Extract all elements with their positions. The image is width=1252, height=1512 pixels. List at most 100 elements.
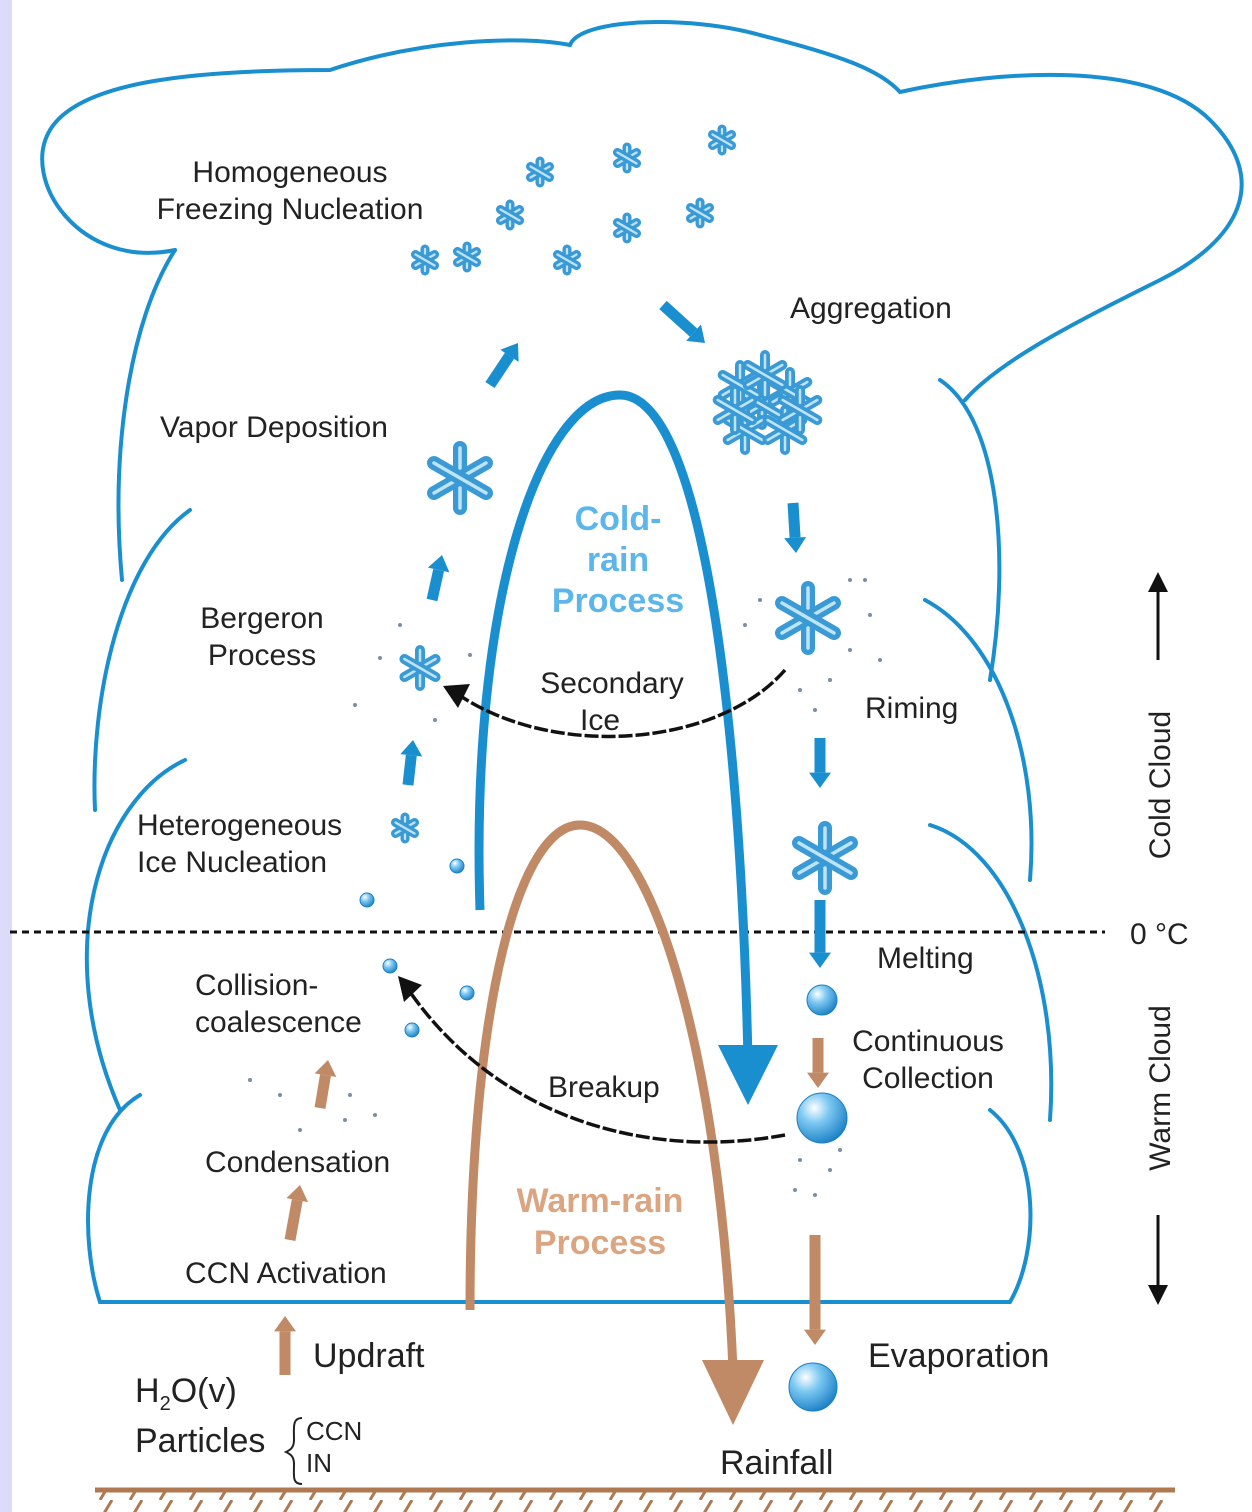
process-arrowhead <box>809 952 831 968</box>
label: H2O(v) <box>135 1372 237 1415</box>
arrowhead <box>443 684 470 708</box>
process-arrow <box>426 568 445 602</box>
dust <box>798 1158 802 1162</box>
dust <box>248 1078 252 1082</box>
process-arrow <box>314 1074 331 1109</box>
droplet <box>382 958 398 974</box>
ice-particles <box>248 124 882 1412</box>
dust <box>813 1193 817 1197</box>
process-arrowhead <box>807 1072 829 1088</box>
process-arrowhead <box>286 1185 309 1203</box>
dust <box>348 1093 352 1097</box>
label: Particles <box>135 1422 265 1460</box>
label: Condensation <box>205 1146 390 1179</box>
snowflake-core <box>529 165 551 179</box>
dust <box>378 656 382 660</box>
label: Updraft <box>313 1337 425 1375</box>
snowflake-core <box>616 151 638 165</box>
snowflake-core <box>689 206 711 220</box>
snowflake-core <box>556 253 578 267</box>
snowflake-core <box>456 250 478 264</box>
dust <box>373 1113 377 1117</box>
snowflake-core <box>780 601 836 635</box>
droplet <box>806 984 838 1016</box>
label: Aggregation <box>790 292 952 325</box>
droplet <box>449 858 465 874</box>
label: Heterogeneous Ice Nucleation <box>137 809 342 879</box>
process-arrow <box>284 1199 303 1241</box>
cold-rain-arrow <box>474 390 753 1061</box>
snowflake-core <box>499 208 521 222</box>
dust <box>838 1148 842 1152</box>
cold-rain-arrowhead <box>718 1045 778 1105</box>
arrowhead <box>1148 572 1168 592</box>
arrowhead <box>1148 1285 1168 1305</box>
process-arrow <box>485 352 515 389</box>
snowflake-core <box>797 841 853 875</box>
secondary-ice-arrow <box>461 668 787 739</box>
dust <box>863 578 867 582</box>
dust <box>468 653 472 657</box>
dust <box>298 1128 302 1132</box>
arrowhead <box>398 976 422 1002</box>
dust <box>278 1093 282 1097</box>
droplet <box>459 985 475 1001</box>
droplet <box>796 1092 848 1144</box>
warm-rain-arrow <box>465 820 738 1371</box>
label: Breakup <box>548 1071 660 1104</box>
label: Riming <box>865 692 958 725</box>
process-arrowhead <box>804 1329 826 1345</box>
snowflake-core <box>711 133 733 147</box>
process-arrow <box>787 502 801 538</box>
dust <box>758 598 762 602</box>
cold-rain-label: Cold-rain Process <box>552 500 684 620</box>
label: Cold Cloud <box>1144 711 1177 859</box>
label: IN <box>306 1448 332 1478</box>
snowflake-core <box>781 398 819 422</box>
dust <box>353 703 357 707</box>
label: Melting <box>877 942 974 975</box>
process-arrowhead <box>500 343 519 362</box>
process-arrowhead <box>686 324 705 343</box>
dust <box>798 688 802 692</box>
process-arrowhead <box>427 555 450 573</box>
dust <box>398 623 402 627</box>
process-arrowhead <box>809 772 831 788</box>
process-arrowhead <box>400 740 423 757</box>
side-strip <box>0 0 12 1512</box>
label: Vapor Deposition <box>160 411 388 444</box>
label: Warm Cloud <box>1144 1005 1177 1171</box>
label: Continuous Collection <box>852 1025 1004 1095</box>
dust <box>848 578 852 582</box>
dust <box>813 708 817 712</box>
dust <box>868 613 872 617</box>
cloud-outline <box>40 20 1244 1304</box>
label: 0 °C <box>1130 918 1189 951</box>
label: Evaporation <box>868 1337 1049 1375</box>
process-arrowhead <box>274 1316 296 1332</box>
droplet <box>404 1022 420 1038</box>
droplet <box>788 1362 838 1412</box>
breakup-arrow <box>408 990 786 1144</box>
dust <box>793 1188 797 1192</box>
snowflake-core <box>414 253 436 267</box>
dust <box>848 648 852 652</box>
snowflake-core <box>721 373 759 397</box>
label: Rainfall <box>720 1444 833 1482</box>
snowflake-core <box>746 363 784 387</box>
process-arrow <box>659 300 698 337</box>
dust <box>878 658 882 662</box>
brace <box>283 1417 303 1485</box>
dust <box>828 678 832 682</box>
label: CCN <box>306 1416 362 1446</box>
snowflake-core <box>716 398 754 422</box>
label: Homogeneous Freezing Nucleation <box>157 156 424 226</box>
warm-rain-label: Warm-rain Process <box>517 1182 684 1262</box>
snowflake-core <box>394 821 416 835</box>
process-arrowhead <box>314 1060 337 1077</box>
process-arrow <box>402 754 417 786</box>
droplet <box>359 892 375 908</box>
snowflake-core <box>432 461 488 495</box>
